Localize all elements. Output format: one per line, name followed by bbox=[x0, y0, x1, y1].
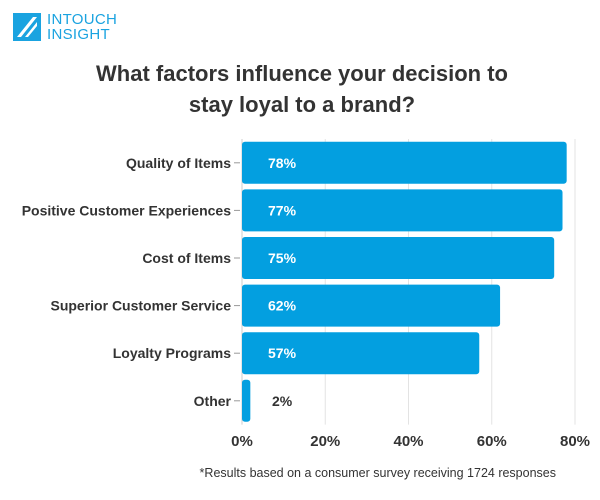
x-tick-label: 20% bbox=[310, 433, 340, 450]
category-label: Loyalty Programs bbox=[113, 345, 231, 361]
chart-title: What factors influence your decision to … bbox=[0, 58, 600, 120]
category-label: Cost of Items bbox=[142, 250, 231, 266]
x-tick-label: 80% bbox=[560, 433, 590, 450]
category-label: Positive Customer Experiences bbox=[22, 202, 232, 218]
category-label: Superior Customer Service bbox=[50, 298, 231, 314]
data-label: 2% bbox=[272, 393, 293, 409]
logo-line2: INSIGHT bbox=[47, 26, 110, 43]
data-label: 57% bbox=[268, 345, 297, 361]
bar bbox=[242, 237, 555, 279]
x-tick-label: 0% bbox=[231, 433, 253, 450]
title-line-2: stay loyal to a brand? bbox=[188, 92, 416, 117]
data-label: 62% bbox=[268, 298, 297, 314]
bar bbox=[242, 141, 567, 184]
logo-icon bbox=[13, 13, 41, 41]
data-label: 78% bbox=[268, 155, 297, 171]
intouch-insight-logo: INTOUCH INSIGHT bbox=[13, 12, 117, 42]
category-label: Other bbox=[194, 393, 232, 409]
x-tick-label: 40% bbox=[393, 433, 423, 450]
title-line-1: What factors influence your decision to bbox=[96, 61, 508, 86]
logo-line1: INTOUCH bbox=[47, 11, 118, 28]
data-label: 75% bbox=[268, 250, 297, 266]
bar bbox=[242, 332, 480, 375]
category-label: Quality of Items bbox=[126, 155, 231, 171]
bar bbox=[242, 379, 251, 422]
data-label: 77% bbox=[268, 202, 297, 218]
bar bbox=[242, 284, 501, 327]
x-tick-label: 60% bbox=[477, 433, 507, 450]
bar bbox=[242, 189, 563, 232]
footnote: *Results based on a consumer survey rece… bbox=[199, 466, 556, 480]
